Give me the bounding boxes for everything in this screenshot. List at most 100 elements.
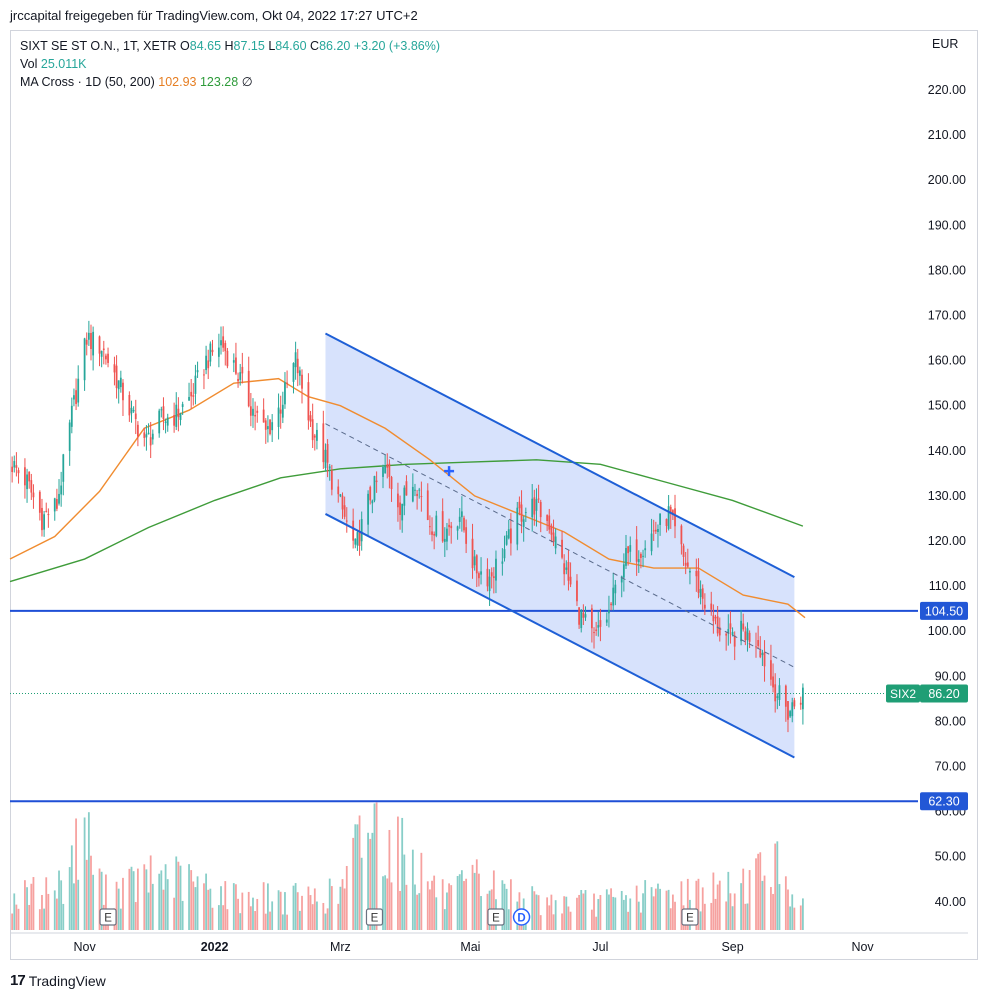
volume-bar [45, 877, 48, 930]
currency-label[interactable]: EUR [932, 37, 959, 51]
volume-bar [151, 883, 154, 930]
candle-body [98, 336, 101, 354]
volume-bar [173, 897, 176, 930]
volume-bar [463, 881, 465, 930]
candle-body [73, 395, 75, 400]
candle-body [674, 508, 676, 527]
high-label: H [224, 39, 234, 53]
candle-body [595, 629, 598, 631]
high-value: 87.15 [233, 39, 265, 53]
volume-bar [375, 802, 378, 930]
volume-bar [136, 868, 139, 930]
volume-bar [32, 877, 35, 930]
volume-bar [254, 911, 257, 930]
candle-body [689, 570, 691, 573]
volume-bar [657, 883, 659, 930]
candle-body [115, 365, 118, 389]
candle-body [620, 576, 623, 583]
candle-body [718, 627, 721, 636]
candle-body [505, 535, 508, 545]
volume-bar [597, 898, 600, 930]
volume-bar [307, 886, 310, 930]
candle-body [356, 532, 359, 546]
volume-bar [220, 886, 222, 930]
chart-legend: SIXT SE ST O.N., 1T, XETR O84.65 H87.15 … [20, 37, 440, 91]
level-tag [920, 601, 968, 620]
candle-body [149, 437, 152, 446]
candle-body [267, 426, 269, 430]
volume-bar [550, 894, 553, 930]
volume-bar [390, 882, 393, 930]
candle-body [637, 559, 640, 563]
candle-body [190, 391, 193, 397]
volume-bar [292, 885, 295, 930]
candle-body [627, 546, 630, 554]
volume-bar [554, 900, 557, 930]
volume-bar [435, 897, 438, 930]
candle-body [403, 487, 406, 506]
candle-body [322, 423, 325, 463]
volume-bar [192, 881, 195, 930]
candle-body [373, 476, 376, 501]
candle-body [784, 685, 787, 707]
ma50-value: 102.93 [158, 75, 197, 89]
volume-bar [382, 876, 384, 930]
candle-body [411, 486, 414, 502]
candle-body [667, 506, 670, 529]
volume-bar [473, 872, 476, 930]
volume-bar [222, 905, 225, 930]
symbol-tag [886, 684, 920, 703]
volume-bar [593, 893, 595, 930]
volume-bar [301, 895, 303, 930]
ma-label[interactable]: MA Cross · 1D (50, 200) [20, 75, 155, 89]
volume-label[interactable]: Vol [20, 57, 38, 71]
ma200-value: 123.28 [199, 75, 239, 89]
candle-body [177, 408, 180, 418]
candle-body [714, 616, 717, 619]
candle-body [324, 449, 327, 469]
volume-bar [729, 893, 732, 930]
y-tick-label: 210.00 [928, 128, 966, 142]
candle-body [17, 470, 20, 474]
candle-body [136, 424, 139, 437]
x-tick-label: Mai [460, 940, 480, 954]
volume-bar [667, 889, 670, 930]
y-tick-label: 100.00 [928, 624, 966, 638]
volume-bar [714, 898, 717, 930]
candle-body [264, 420, 267, 430]
volume-bar [284, 892, 286, 930]
candle-body [87, 332, 90, 340]
volume-row: Vol 25.011K [20, 55, 440, 73]
volume-bar [727, 871, 730, 930]
volume-bar [388, 829, 391, 930]
volume-bar [456, 876, 459, 930]
footer-brand[interactable]: 17 TradingView [10, 972, 106, 989]
close-value: 86.20 [319, 39, 351, 53]
volume-bar [791, 894, 794, 930]
candle-body [731, 631, 734, 636]
symbol-label[interactable]: SIXT SE ST O.N., 1T, XETR [20, 39, 177, 53]
volume-bar [654, 888, 657, 930]
volume-bar [313, 888, 316, 930]
candle-body [130, 407, 133, 414]
volume-bar [460, 870, 463, 930]
candle-body [43, 514, 45, 530]
candle-body [755, 646, 757, 648]
candle-body [770, 660, 772, 680]
volume-bar [411, 849, 414, 930]
volume-bar [537, 895, 540, 930]
volume-bar [578, 894, 580, 930]
candle-body [480, 571, 482, 575]
candle-body [488, 576, 491, 592]
x-tick-label: Sep [721, 940, 743, 954]
volume-bar [567, 906, 570, 930]
volume-bar [772, 893, 774, 930]
candle-body [382, 467, 384, 477]
volume-bar [416, 894, 419, 930]
candle-body [45, 510, 48, 512]
volume-bar [546, 897, 549, 930]
candle-body [162, 406, 165, 420]
candle-body [776, 696, 779, 698]
candle-body [492, 576, 495, 578]
